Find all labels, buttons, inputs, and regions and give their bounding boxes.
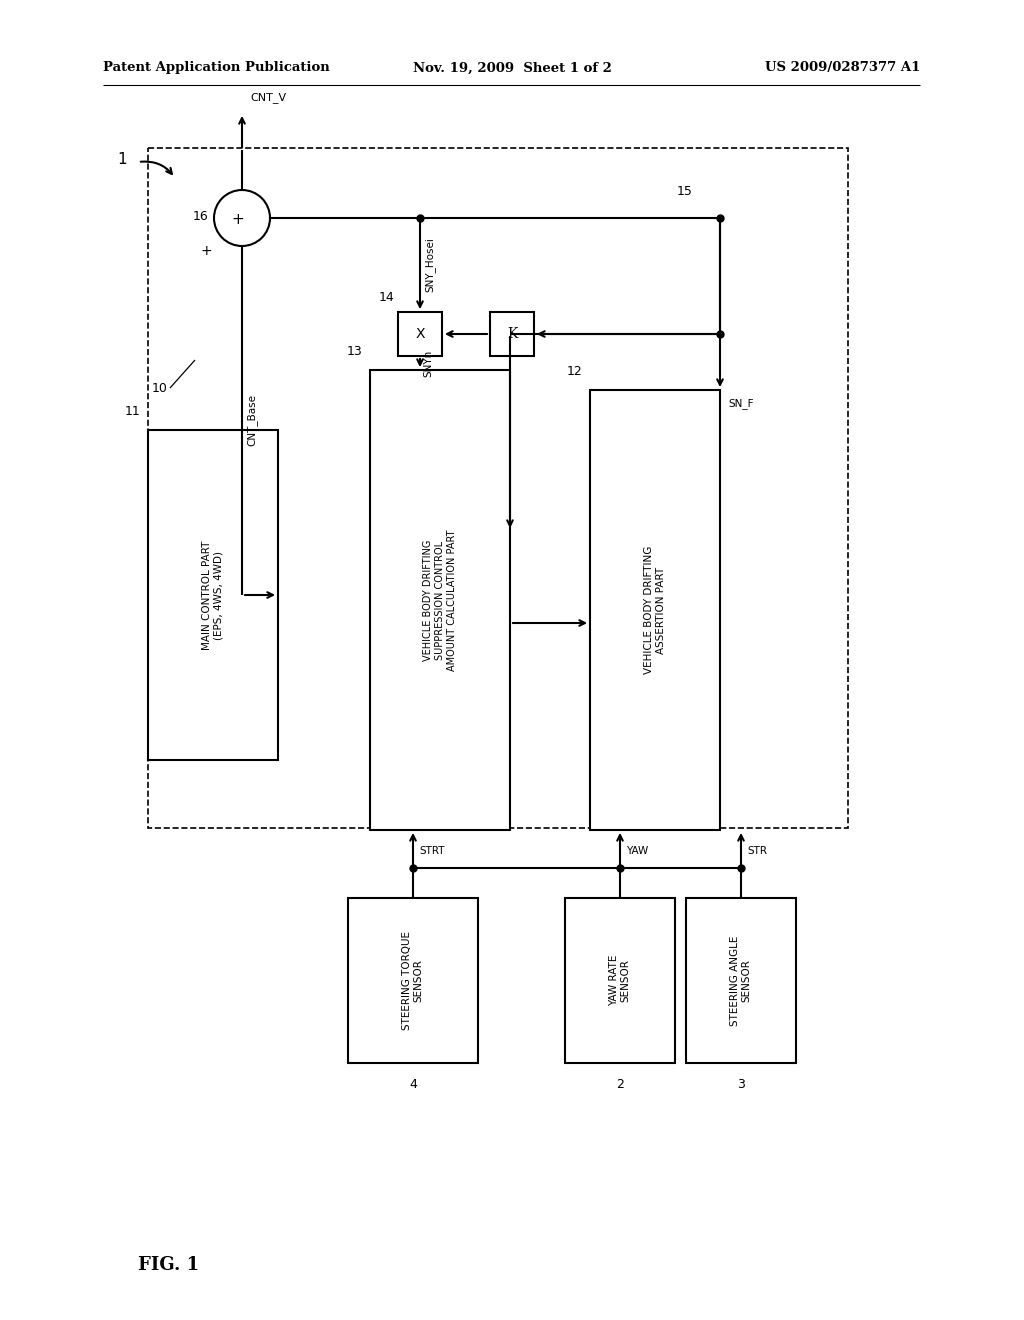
Text: SNYn: SNYn [423, 350, 433, 376]
Text: +: + [200, 244, 212, 257]
Text: VEHICLE BODY DRIFTING
SUPPRESSION CONTROL
AMOUNT CALCULATION PART: VEHICLE BODY DRIFTING SUPPRESSION CONTRO… [423, 529, 457, 671]
Bar [686, 898, 796, 1063]
Text: 4: 4 [409, 1078, 417, 1092]
Text: FIG. 1: FIG. 1 [138, 1257, 199, 1274]
Text: STEERING ANGLE
SENSOR: STEERING ANGLE SENSOR [730, 936, 752, 1026]
Text: YAW: YAW [626, 846, 648, 855]
Bar [148, 148, 848, 828]
Bar [148, 430, 278, 760]
Text: MAIN CONTROL PART
(EPS, 4WS, 4WD): MAIN CONTROL PART (EPS, 4WS, 4WD) [202, 540, 224, 649]
Text: 15: 15 [677, 185, 693, 198]
Bar [348, 898, 478, 1063]
Text: Nov. 19, 2009  Sheet 1 of 2: Nov. 19, 2009 Sheet 1 of 2 [413, 62, 611, 74]
Text: Patent Application Publication: Patent Application Publication [103, 62, 330, 74]
Text: 2: 2 [616, 1078, 624, 1092]
Text: 14: 14 [378, 290, 394, 304]
Text: SN_F: SN_F [728, 399, 754, 409]
Bar [590, 389, 720, 830]
Text: CNT_Base: CNT_Base [247, 395, 257, 446]
Text: 10: 10 [152, 381, 168, 395]
Bar [565, 898, 675, 1063]
Text: 12: 12 [566, 366, 582, 378]
Text: STR: STR [746, 846, 767, 855]
Text: US 2009/0287377 A1: US 2009/0287377 A1 [765, 62, 920, 74]
Text: 13: 13 [346, 345, 362, 358]
Text: STEERING TORQUE
SENSOR: STEERING TORQUE SENSOR [402, 931, 424, 1030]
Text: 3: 3 [737, 1078, 744, 1092]
Text: 16: 16 [193, 210, 208, 223]
Text: SNY_Hosei: SNY_Hosei [425, 238, 435, 293]
Text: +: + [231, 213, 245, 227]
Text: 1: 1 [118, 153, 127, 168]
Bar [490, 312, 534, 356]
Text: VEHICLE BODY DRIFTING
ASSERTION PART: VEHICLE BODY DRIFTING ASSERTION PART [644, 545, 666, 675]
Text: 11: 11 [124, 405, 140, 418]
Text: X: X [416, 327, 425, 341]
Text: YAW RATE
SENSOR: YAW RATE SENSOR [609, 954, 631, 1006]
Text: STRT: STRT [419, 846, 444, 855]
Text: CNT_V: CNT_V [250, 92, 286, 103]
Bar [370, 370, 510, 830]
Bar [398, 312, 442, 356]
Text: K: K [507, 327, 517, 341]
